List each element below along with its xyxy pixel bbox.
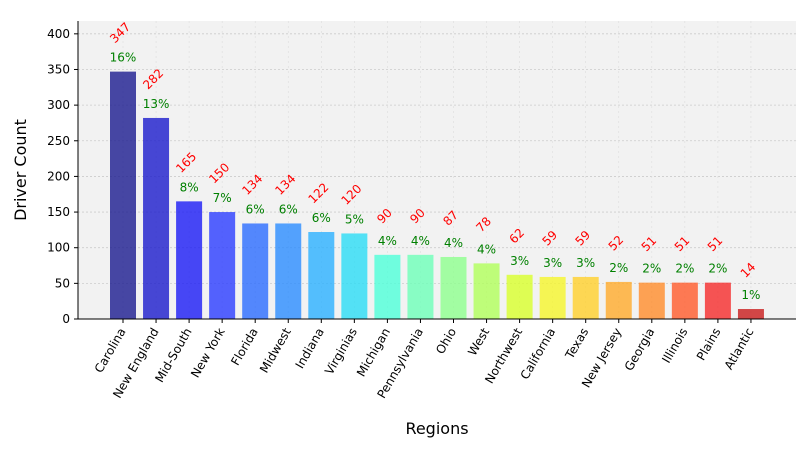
- y-ticks: 0 50 100 150 200 250 300 350 400: [47, 27, 78, 326]
- bar-indiana: [308, 232, 335, 319]
- bar-texas: [572, 276, 599, 319]
- percent-label: 1%: [741, 288, 760, 302]
- x-tick-label: Plains: [694, 326, 724, 363]
- bar-michigan: [374, 254, 401, 319]
- bar-florida: [242, 223, 269, 319]
- percent-label: 2%: [708, 262, 727, 276]
- percent-label: 13%: [143, 97, 170, 111]
- y-tick-label: 0: [62, 312, 70, 326]
- x-tick-label: West: [465, 325, 492, 358]
- percent-label: 2%: [609, 261, 628, 275]
- x-tick-label: Texas: [562, 326, 591, 363]
- x-axis-title: Regions: [405, 419, 468, 438]
- percent-label: 4%: [411, 234, 430, 248]
- x-tick-label: Carolina: [92, 326, 129, 376]
- x-tick-label: New York: [188, 325, 228, 380]
- x-tick-label: Atlantic: [722, 326, 757, 373]
- percent-label: 4%: [444, 236, 463, 250]
- percent-label: 2%: [642, 262, 661, 276]
- bar-pennsylvania: [407, 254, 434, 319]
- percent-label: 7%: [213, 191, 232, 205]
- y-tick-label: 150: [47, 205, 70, 219]
- bar-carolina: [110, 71, 136, 320]
- percent-label: 6%: [312, 211, 331, 225]
- bar-northwest: [506, 274, 533, 319]
- y-tick-label: 100: [47, 241, 70, 255]
- percent-label: 6%: [246, 202, 265, 216]
- bar-midwest: [275, 223, 302, 319]
- percent-label: 6%: [279, 202, 298, 216]
- bars: [110, 71, 764, 320]
- bar-mid-south: [176, 201, 203, 319]
- bar-illinois: [671, 282, 698, 319]
- percent-label: 3%: [510, 254, 529, 268]
- y-tick-label: 50: [55, 276, 70, 290]
- percent-label: 16%: [110, 51, 137, 65]
- bar-plains: [704, 282, 731, 319]
- bar-georgia: [638, 282, 665, 319]
- bar-california: [539, 276, 566, 319]
- percent-label: 8%: [180, 180, 199, 194]
- percent-label: 4%: [477, 242, 496, 256]
- bar-virginias: [341, 233, 368, 319]
- percent-label: 3%: [576, 256, 595, 270]
- bar-new-england: [143, 117, 170, 319]
- y-tick-label: 250: [47, 134, 70, 148]
- bar-ohio: [440, 256, 467, 319]
- x-tick-label: Georgia: [622, 326, 658, 374]
- y-tick-label: 200: [47, 169, 70, 183]
- x-tick-label: Indiana: [293, 326, 327, 371]
- y-tick-label: 300: [47, 98, 70, 112]
- percent-label: 4%: [378, 234, 397, 248]
- percent-label: 2%: [675, 262, 694, 276]
- y-tick-label: 350: [47, 62, 70, 76]
- x-tick-label: Illinois: [659, 326, 690, 366]
- bar-west: [473, 263, 500, 319]
- x-tick-label: Virginias: [322, 326, 360, 378]
- percent-label: 3%: [543, 256, 562, 270]
- bar-new-york: [209, 212, 236, 319]
- x-tick-label: Florida: [228, 326, 261, 368]
- bar-new-jersey: [605, 281, 632, 319]
- x-tick-label: Midwest: [257, 325, 294, 375]
- x-tick-label: Ohio: [433, 326, 459, 357]
- percent-label: 5%: [345, 212, 364, 226]
- y-tick-label: 400: [47, 27, 70, 41]
- y-axis-title: Driver Count: [11, 119, 30, 221]
- bar-atlantic: [737, 309, 764, 319]
